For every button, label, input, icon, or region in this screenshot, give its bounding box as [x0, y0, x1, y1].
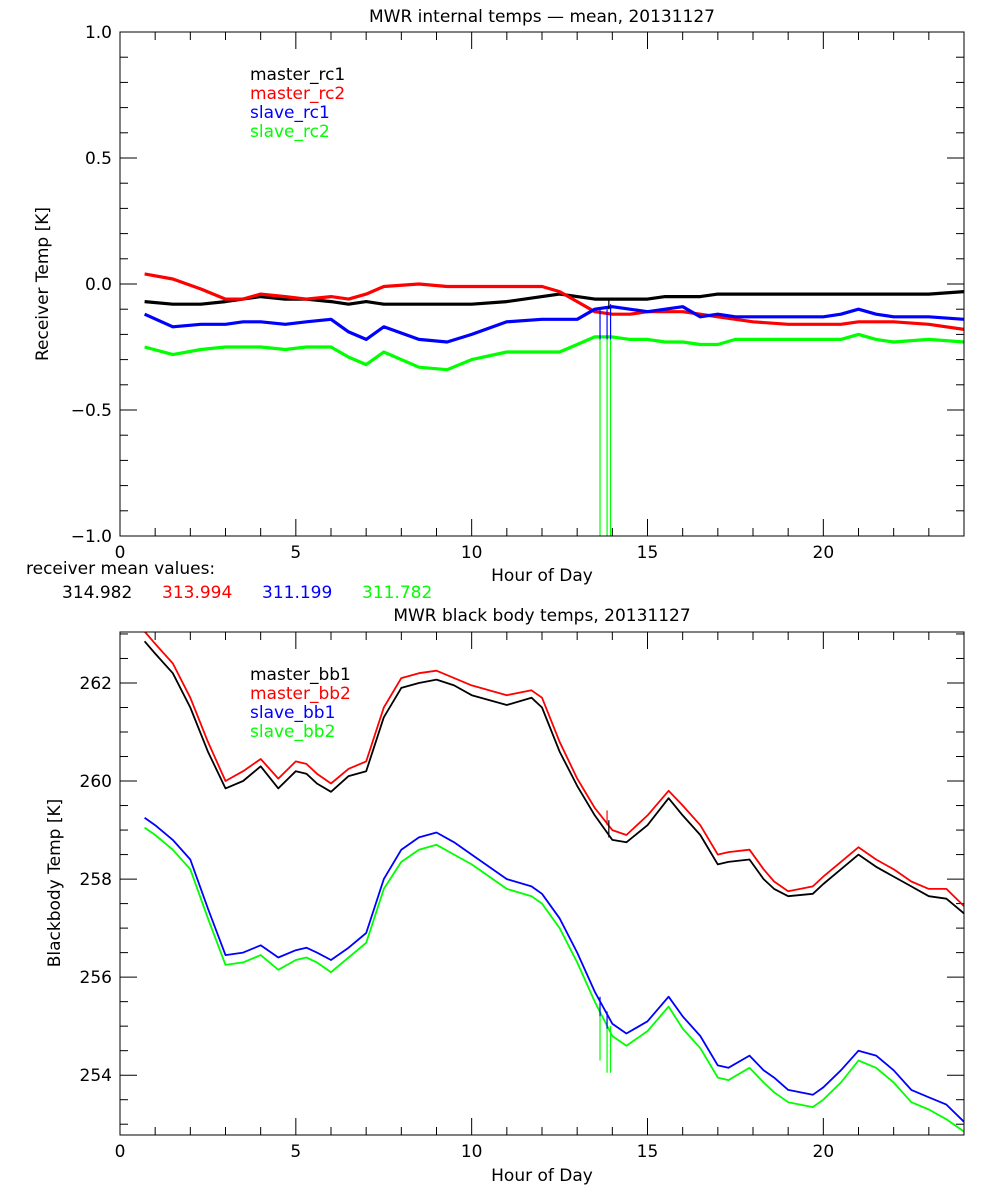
plot-frame	[119, 31, 965, 537]
legend-entry: master_bb2	[250, 684, 351, 704]
plot-frame	[119, 631, 965, 1136]
legend-entry: master_rc1	[250, 65, 345, 85]
x-axis-label: Hour of Day	[491, 1166, 593, 1186]
x-tick-label: 10	[461, 1142, 483, 1162]
x-tick-label: 5	[290, 1142, 301, 1162]
mean-value: 311.199	[262, 583, 332, 603]
mean-value: 314.982	[62, 583, 132, 603]
series-line-slave-rc2	[144, 332, 964, 372]
y-tick-label: 260	[80, 772, 112, 792]
series-line-master-bb2	[143, 632, 964, 907]
y-axis-label: Blackbody Temp [K]	[45, 799, 65, 968]
legend-entry: slave_rc2	[250, 122, 330, 142]
legend: master_bb1 master_bb2 slave_bb1 slave_bb…	[250, 665, 351, 742]
x-tick-label: 20	[813, 1142, 835, 1162]
y-tick-label: 258	[80, 870, 112, 890]
x-tick-label: 15	[637, 543, 659, 563]
legend-entry: slave_bb1	[250, 703, 335, 723]
y-tick-label: −1.0	[71, 527, 112, 547]
receiver-mean-annotation: receiver mean values: 314.982 313.994 31…	[26, 559, 432, 603]
series-line-slave-bb1	[144, 817, 964, 1123]
legend-entry: master_rc2	[250, 84, 345, 104]
legend-entry: master_bb1	[250, 665, 351, 685]
mean-value: 311.782	[362, 583, 432, 603]
legend-entry: slave_rc1	[250, 103, 330, 123]
x-tick-label: 10	[461, 543, 483, 563]
y-tick-label: 254	[80, 1066, 112, 1086]
blackbody-temps-panel: MWR black body temps, 20131127 Blackbody…	[45, 606, 965, 1186]
y-tick-label: 0.0	[85, 275, 112, 295]
chart-title: MWR black body temps, 20131127	[393, 606, 690, 626]
x-tick-label: 0	[115, 1142, 126, 1162]
legend: master_rc1 master_rc2 slave_rc1 slave_rc…	[250, 65, 345, 142]
x-tick-label: 15	[637, 1142, 659, 1162]
y-tick-label: 0.5	[85, 149, 112, 169]
series-line-master-bb1	[143, 640, 964, 915]
y-tick-label: 262	[80, 674, 112, 694]
legend-entry: slave_bb2	[250, 722, 335, 742]
x-axis-label: Hour of Day	[491, 566, 593, 586]
mean-value: 313.994	[162, 583, 232, 603]
series-line-slave-bb2	[144, 826, 964, 1133]
y-tick-label: −0.5	[71, 401, 112, 421]
x-tick-label: 0	[115, 543, 126, 563]
x-tick-label: 20	[813, 543, 835, 563]
series-line-slave-rc1	[143, 305, 964, 344]
series-line-master-rc1	[144, 290, 964, 306]
x-tick-label: 5	[290, 543, 301, 563]
y-tick-label: 256	[80, 968, 112, 988]
y-axis-label: Receiver Temp [K]	[33, 207, 53, 361]
y-tick-label: 1.0	[85, 23, 112, 43]
receiver-temps-panel: MWR internal temps — mean, 20131127 Rece…	[26, 7, 965, 603]
annotation-label: receiver mean values:	[26, 559, 215, 579]
series-line-master-rc2	[144, 272, 964, 331]
chart-title: MWR internal temps — mean, 20131127	[369, 7, 715, 27]
